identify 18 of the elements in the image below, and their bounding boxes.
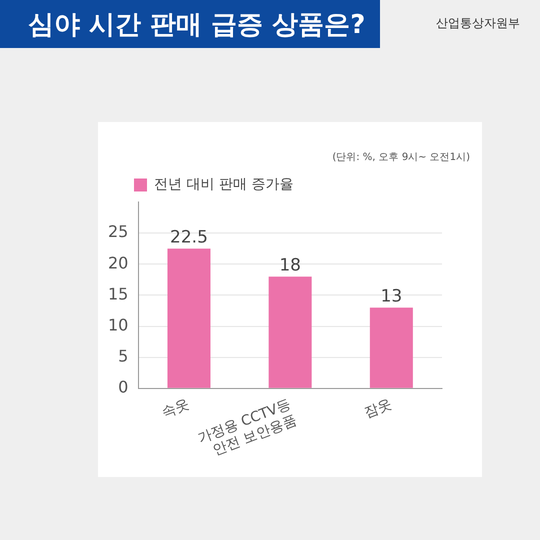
x-tick-label: 속옷 <box>160 396 192 422</box>
legend-label: 전년 대비 판매 증가율 <box>154 176 294 193</box>
y-tick-label: 20 <box>108 253 128 272</box>
text: 산업통상자원부 <box>436 15 520 32</box>
bar <box>167 248 210 388</box>
y-tick-label: 10 <box>108 315 128 334</box>
bar <box>268 276 312 388</box>
x-tick-label: 잠옷 <box>362 396 394 422</box>
bar <box>370 308 413 388</box>
y-tick-label: 25 <box>108 222 128 242</box>
chart-title: 심야 시간 판매 급증 상품은? <box>0 0 380 48</box>
data-label: 13 <box>380 286 402 307</box>
data-label: 18 <box>279 255 301 276</box>
y-tick-label: 15 <box>108 284 128 304</box>
data-label: 22.5 <box>170 228 208 248</box>
text: (단위: %, 오후 9시~ 오전1시) <box>332 151 470 164</box>
y-tick-label: 0 <box>118 378 128 397</box>
y-tick-label: 5 <box>118 346 128 366</box>
